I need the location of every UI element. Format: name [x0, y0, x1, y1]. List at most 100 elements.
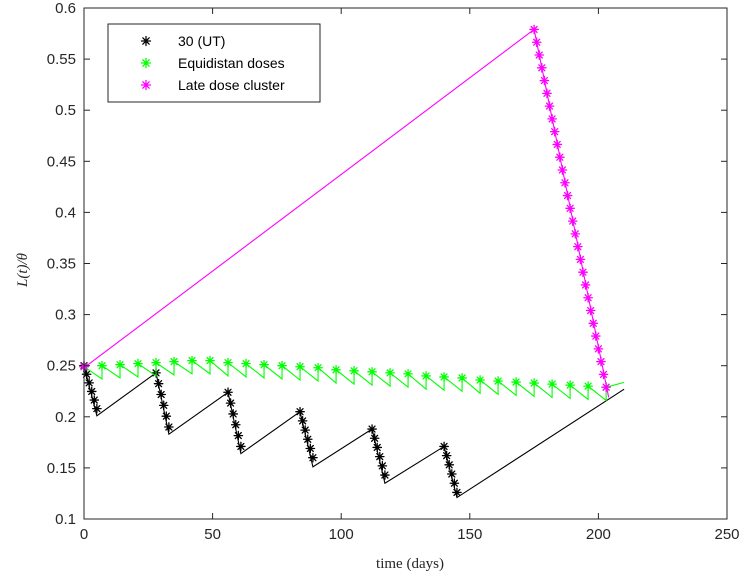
data-point: [439, 372, 449, 382]
data-point: [444, 459, 455, 470]
data-point: [241, 358, 251, 369]
data-point: [552, 139, 563, 150]
y-tick-label: 0.25: [47, 358, 76, 375]
data-point: [567, 216, 578, 226]
data-point: [529, 24, 539, 35]
data-point: [585, 305, 596, 316]
y-tick-label: 0.35: [47, 256, 76, 273]
data-point: [544, 101, 555, 111]
data-point: [562, 190, 573, 201]
data-point: [161, 411, 172, 422]
x-tick-label: 150: [457, 526, 482, 543]
data-point: [593, 343, 604, 354]
data-point: [297, 416, 308, 426]
data-point: [158, 400, 169, 411]
data-point: [457, 373, 467, 383]
y-tick-label: 0.2: [55, 409, 76, 426]
data-point: [557, 165, 568, 175]
y-tick-label: 0.6: [55, 0, 76, 17]
x-tick-label: 200: [586, 526, 611, 543]
data-point: [531, 37, 542, 48]
data-point: [572, 241, 583, 252]
y-tick-label: 0.45: [47, 153, 76, 170]
x-tick-label: 0: [80, 526, 88, 543]
data-point: [446, 469, 457, 479]
data-point: [588, 318, 599, 329]
data-point: [140, 35, 152, 47]
data-point: [369, 433, 380, 444]
x-axis-label: time (days): [376, 556, 444, 572]
data-point: [89, 395, 100, 405]
data-point: [92, 403, 102, 414]
data-point: [377, 461, 388, 471]
data-point: [225, 398, 236, 408]
data-point: [140, 79, 152, 91]
x-tick-label: 50: [204, 526, 221, 543]
data-point: [300, 425, 311, 435]
data-point: [230, 419, 241, 430]
data-point: [86, 386, 97, 397]
y-tick-label: 0.15: [47, 460, 76, 477]
data-point: [570, 229, 581, 239]
data-point: [295, 361, 305, 372]
data-point: [133, 358, 143, 369]
data-point: [115, 359, 125, 370]
data-point: [153, 378, 164, 389]
data-point: [277, 360, 287, 371]
data-point: [560, 177, 570, 188]
data-point: [580, 280, 591, 290]
data-point: [547, 379, 557, 389]
legend: 30 (UT) Equidistan doses Late dose cluster: [107, 23, 321, 103]
data-point: [583, 381, 593, 391]
data-point: [233, 430, 244, 441]
data-point: [156, 389, 167, 400]
data-point: [449, 478, 460, 489]
data-point: [565, 203, 575, 214]
y-tick-label: 0.4: [55, 204, 76, 221]
data-point: [590, 331, 601, 341]
data-point: [575, 254, 586, 265]
y-tick-label: 0.3: [55, 307, 76, 324]
data-point: [596, 356, 606, 367]
data-point: [223, 387, 233, 398]
data-point: [511, 377, 521, 387]
data-point: [97, 360, 107, 371]
data-point: [539, 75, 550, 86]
data-point: [583, 292, 593, 303]
x-tick-label: 250: [714, 526, 739, 543]
data-point: [554, 152, 565, 163]
data-point: [151, 357, 161, 368]
data-point: [259, 359, 269, 370]
data-point: [374, 451, 385, 462]
data-point: [205, 355, 215, 366]
data-point: [372, 442, 383, 453]
data-point: [84, 378, 94, 388]
data-point: [529, 378, 539, 388]
data-point: [598, 369, 609, 380]
data-point: [367, 424, 377, 434]
data-point: [549, 126, 560, 137]
data-point: [349, 365, 359, 376]
data-point: [331, 364, 341, 375]
x-tick-label: 100: [329, 526, 354, 543]
data-point: [475, 375, 485, 385]
data-point: [536, 62, 547, 73]
data-point: [169, 356, 179, 367]
plot-area: [79, 24, 625, 499]
data-point: [313, 362, 323, 373]
data-point: [228, 409, 239, 419]
data-point: [578, 267, 588, 278]
data-point: [534, 50, 545, 60]
data-point: [295, 406, 305, 417]
data-point: [164, 422, 174, 432]
data-point: [308, 452, 318, 463]
data-point: [542, 88, 552, 99]
data-point: [547, 114, 557, 124]
data-point: [403, 369, 413, 379]
data-point: [81, 369, 92, 380]
data-point: [302, 434, 313, 445]
axes: 0 50 100 150 200 250 0.1 0.15 0.2 0.25 0.3 0.35 0.4 0…: [47, 0, 740, 543]
data-point: [380, 470, 390, 480]
y-tick-label: 0.55: [47, 51, 76, 68]
y-tick-label: 0.5: [55, 102, 76, 119]
